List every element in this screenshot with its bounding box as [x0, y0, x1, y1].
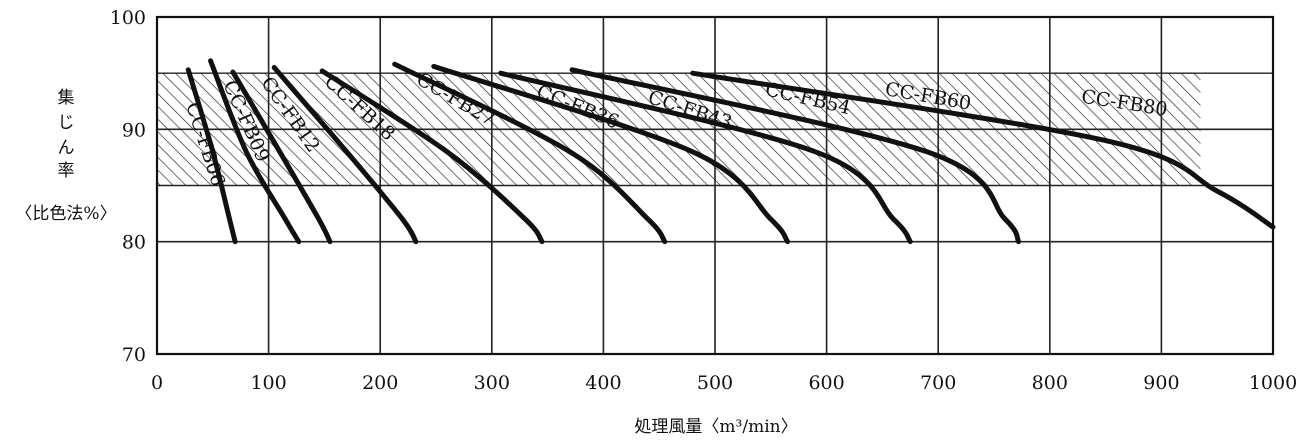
y-tick-label-70: 70	[122, 344, 146, 366]
x-tick-label-300: 300	[474, 372, 510, 394]
x-tick-label-0: 0	[151, 372, 163, 394]
series-line-cc-fb18	[271, 65, 419, 245]
x-tick-label-500: 500	[697, 372, 733, 394]
x-tick-label-800: 800	[1032, 372, 1068, 394]
x-axis-title: 処理風量〈m³/min〉	[634, 417, 797, 437]
series-line-cc-fb09	[208, 58, 302, 245]
x-tick-label-1000: 1000	[1249, 372, 1297, 394]
y-axis-title-char-4: 率	[58, 161, 75, 181]
series-line-cc-fb80	[690, 70, 1276, 230]
series-line-cc-fb12	[230, 69, 333, 245]
series-line-cc-fb60	[569, 67, 1022, 245]
y-axis-title-char-1: 集	[58, 88, 75, 108]
x-tick-label-100: 100	[250, 372, 286, 394]
x-tick-label-400: 400	[585, 372, 621, 394]
y-axis-title-unit: 〈比色法%〉	[15, 204, 116, 224]
series-line-cc-fb27	[319, 68, 545, 245]
series-line-cc-fb36	[392, 61, 668, 245]
plot-frame	[155, 15, 1275, 356]
x-tick-label-700: 700	[920, 372, 956, 394]
x-tick-label-600: 600	[808, 372, 844, 394]
series-line-cc-fb54	[498, 70, 913, 245]
series-line-cc-fb06	[185, 67, 238, 245]
y-tick-label-100: 100	[110, 7, 146, 29]
y-tick-label-90: 90	[122, 119, 146, 141]
plot-area	[155, 15, 1276, 356]
y-axis-title-char-2: じ	[58, 113, 75, 133]
series-line-cc-fb43	[431, 63, 791, 245]
x-tick-label-200: 200	[362, 372, 398, 394]
y-tick-label-80: 80	[122, 232, 146, 254]
y-axis-title-char-3: ん	[58, 138, 75, 158]
x-tick-label-900: 900	[1143, 372, 1179, 394]
